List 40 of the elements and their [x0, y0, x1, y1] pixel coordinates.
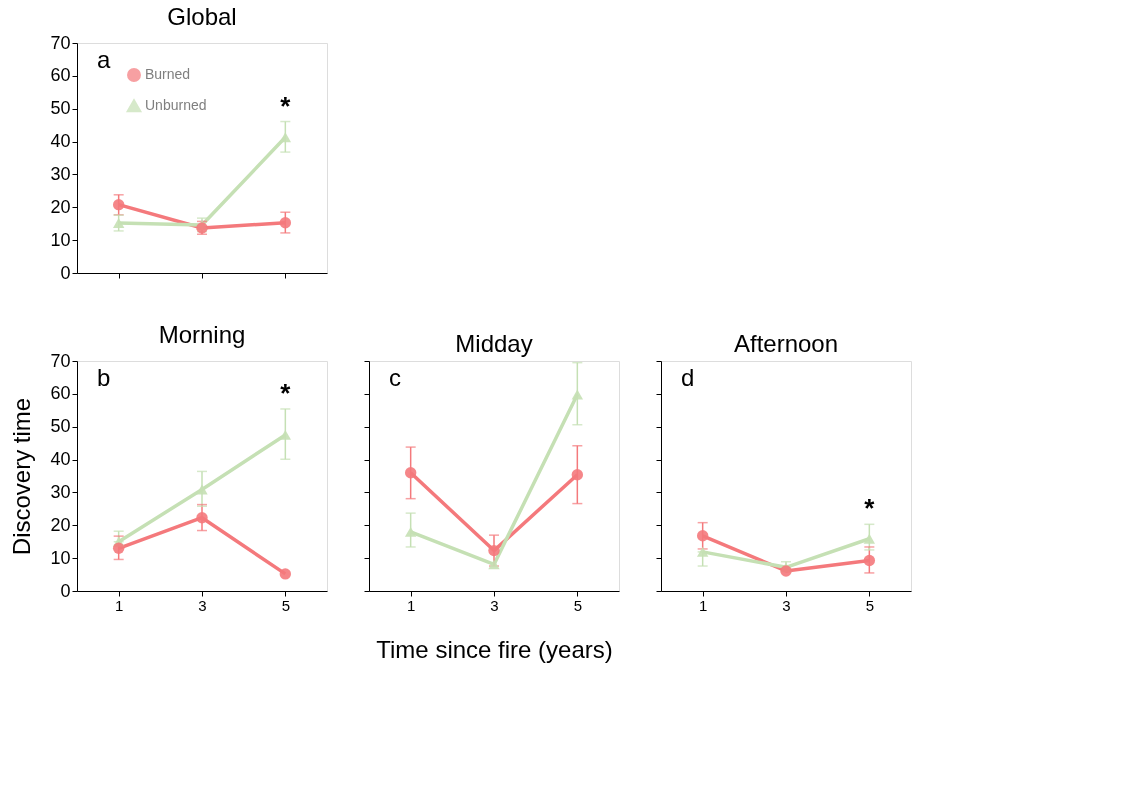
y-tick-label: 60 [50, 65, 71, 86]
x-tick-label: 5 [865, 596, 875, 614]
y-tick-label: 60 [50, 383, 71, 404]
y-tick-label: 10 [50, 229, 71, 250]
chart-title: Global [167, 3, 237, 30]
y-tick-label: 50 [50, 98, 71, 119]
annotation: * [280, 377, 292, 408]
y-axis-title: Discovery time [8, 397, 36, 556]
chart-title: Afternoon [733, 329, 839, 357]
x-tick-label: 5 [281, 596, 291, 614]
y-tick-label: 0 [60, 262, 71, 283]
y-tick-label: 40 [50, 449, 71, 470]
legend-label: Unburned [145, 97, 207, 113]
annotation: * [864, 493, 876, 524]
y-tick-label: 40 [50, 131, 71, 152]
annotation: a [97, 46, 111, 73]
x-axis-title: Time since fire (years) [376, 635, 613, 663]
x-tick-label: 1 [114, 596, 124, 614]
x-tick-label: 1 [698, 596, 708, 614]
y-tick-label: 0 [60, 580, 71, 601]
chart-title: Midday [455, 329, 533, 357]
y-tick-label: 70 [50, 350, 71, 371]
x-tick-label: 3 [782, 596, 791, 614]
x-tick-label: 1 [406, 596, 416, 614]
annotation: * [280, 90, 292, 121]
y-tick-label: 30 [50, 163, 71, 184]
y-tick-label: 10 [50, 547, 71, 568]
legend-label: Burned [145, 66, 191, 82]
y-tick-label: 20 [50, 514, 71, 535]
x-tick-label: 3 [490, 596, 499, 614]
chart-title: Morning [158, 321, 246, 348]
y-tick-label: 50 [50, 416, 71, 437]
annotation: c [389, 364, 401, 391]
y-tick-label: 20 [50, 196, 71, 217]
x-tick-label: 5 [573, 596, 583, 614]
x-tick-label: 3 [198, 596, 207, 614]
y-tick-label: 70 [50, 32, 71, 53]
annotation: d [681, 364, 695, 391]
y-tick-label: 30 [50, 481, 71, 502]
annotation: b [97, 364, 111, 391]
